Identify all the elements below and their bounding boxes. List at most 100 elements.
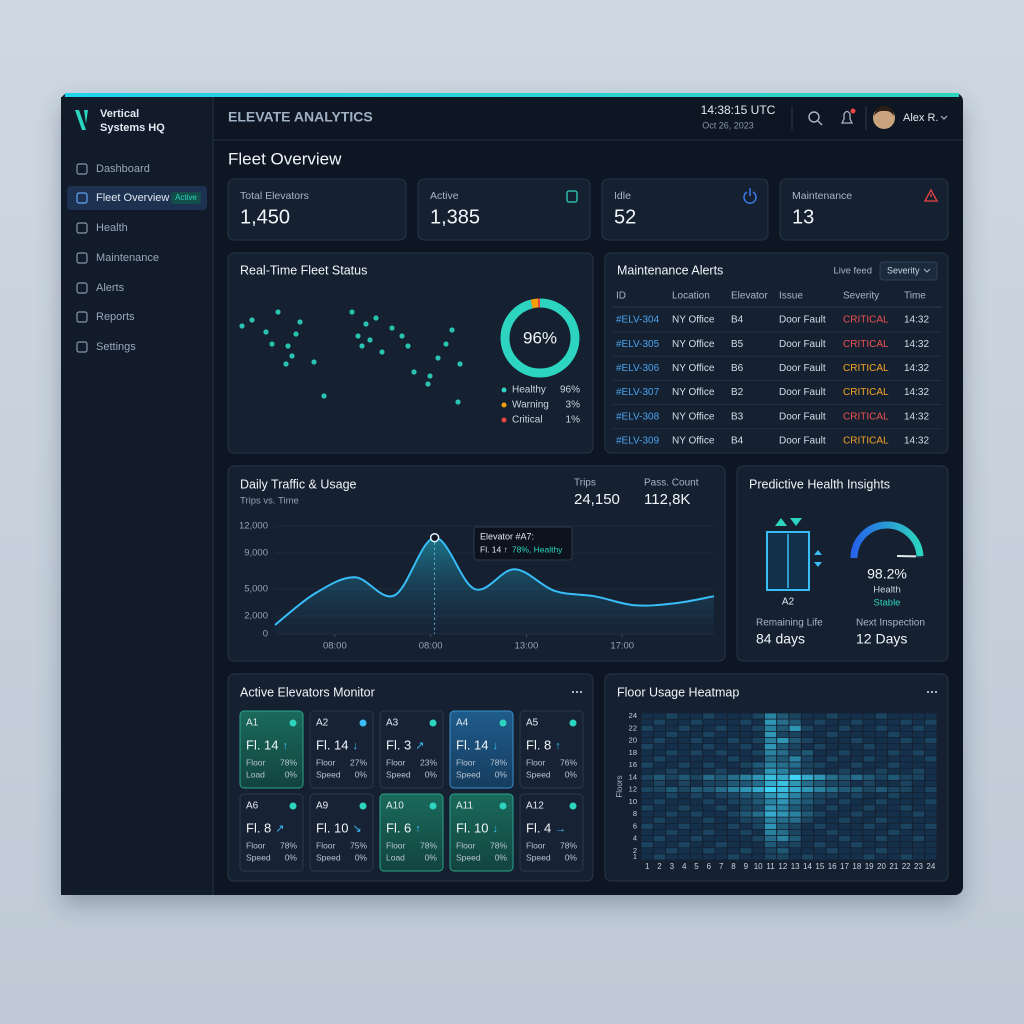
alert-id[interactable]: #ELV-305	[616, 339, 660, 350]
heatmap-cell	[727, 805, 740, 811]
heatmap-cell	[863, 793, 875, 799]
user-avatar[interactable]	[873, 107, 895, 129]
direction-arrow: ↓	[353, 740, 359, 752]
stat-label: Floor	[526, 757, 546, 767]
elevator-card[interactable]	[449, 710, 514, 789]
heatmap-cell	[875, 762, 888, 768]
stat-label: Floor	[456, 757, 476, 767]
user-avatar-hair	[874, 106, 894, 116]
elevator-id: A1	[246, 718, 259, 729]
nav-item[interactable]: Alerts	[96, 282, 125, 294]
metric-value: 12 Days	[856, 631, 907, 647]
heatmap-cell	[814, 780, 826, 787]
sidebar	[61, 97, 213, 895]
alert-id[interactable]: #ELV-307	[616, 387, 660, 398]
heatmap-cell	[826, 793, 838, 799]
nav-item[interactable]: Reports	[96, 311, 135, 323]
nav-item[interactable]: Fleet Overview	[96, 192, 169, 204]
heatmap-cell	[715, 737, 727, 744]
heatmap-cell	[666, 835, 678, 842]
nav-item[interactable]: Settings	[96, 341, 136, 353]
user-name[interactable]: Alex R.	[903, 112, 938, 124]
notification-bell[interactable]	[840, 110, 854, 124]
elevator-card[interactable]	[519, 710, 584, 789]
direction-arrow: ↑	[555, 740, 561, 752]
map-site	[263, 329, 269, 335]
kpi-card	[227, 178, 407, 241]
map-site	[405, 343, 411, 349]
alert-id[interactable]: #ELV-304	[616, 315, 660, 326]
heatmap-cell	[801, 848, 814, 854]
alert-id[interactable]: #ELV-306	[616, 363, 660, 374]
heatmap-cell	[789, 780, 801, 787]
elevator-card[interactable]	[449, 793, 514, 872]
heatmap-cell	[653, 756, 666, 762]
kpi-value: 1,450	[240, 206, 290, 228]
elevator-card[interactable]	[519, 793, 584, 872]
x-tick-label: 7	[719, 862, 724, 871]
alert-id[interactable]: #ELV-309	[616, 436, 660, 447]
heatmap-cell	[678, 756, 690, 762]
heatmap-cell	[888, 817, 900, 823]
heatmap-cell	[740, 823, 752, 829]
alert-id[interactable]: #ELV-308	[616, 411, 660, 422]
heatmap-cell	[703, 835, 715, 842]
heatmap-cell	[900, 768, 912, 774]
y-tick-label: 5,000	[244, 584, 268, 595]
alert-time: 14:32	[904, 363, 929, 374]
heatmap-cell	[727, 731, 740, 738]
heatmap-cell	[703, 823, 715, 829]
heatmap-cell	[752, 731, 764, 738]
heatmap-cell	[690, 817, 703, 823]
elevator-card[interactable]	[379, 793, 444, 872]
heatmap-cell	[653, 780, 666, 787]
heatmap-cell	[715, 768, 727, 774]
heatmap-cell	[678, 805, 690, 811]
elevator-card[interactable]	[239, 710, 304, 789]
x-tick-label: 17	[840, 862, 849, 871]
heatmap-cell	[690, 842, 703, 848]
elevator-card[interactable]	[379, 710, 444, 789]
alert-elevator: B6	[731, 363, 744, 374]
nav-item[interactable]: Health	[96, 222, 128, 234]
heatmap-cell	[801, 762, 814, 768]
heatmap-cell	[912, 799, 925, 805]
nav-item[interactable]: Dashboard	[96, 163, 150, 175]
heatmap-cell	[690, 756, 703, 762]
heatmap-cell	[925, 774, 937, 780]
x-tick-label: 13:00	[515, 641, 539, 652]
heatmap-cell	[814, 750, 826, 756]
x-tick-label: 08:00	[323, 641, 347, 652]
alert-issue: Door Fault	[779, 436, 826, 447]
clock-time: 14:38:15 UTC	[701, 103, 776, 117]
heatmap-cell	[777, 774, 789, 780]
heatmap-cell	[789, 793, 801, 799]
heatmap-cell	[875, 780, 888, 787]
heatmap-cell	[888, 731, 900, 738]
nav-icon	[76, 341, 88, 353]
stat-label: Floor	[526, 840, 546, 850]
heatmap-cell	[826, 786, 838, 793]
y-tick-label: 22	[629, 723, 637, 732]
user-menu-chevron[interactable]	[940, 115, 948, 120]
heatmap-cell	[826, 811, 838, 817]
brand-logo	[75, 110, 88, 130]
heatmap-cell	[838, 793, 851, 799]
search-icon[interactable]	[808, 111, 820, 123]
y-tick-label: 2	[633, 846, 637, 855]
heatmap-cell	[641, 731, 653, 738]
direction-arrow: →	[555, 823, 566, 835]
elevator-card[interactable]	[309, 710, 374, 789]
elevator-card[interactable]	[309, 793, 374, 872]
stat-value: 0%	[425, 852, 438, 862]
nav-item[interactable]: Maintenance	[96, 252, 159, 264]
heatmap-cell	[838, 817, 851, 823]
heatmap-cell	[888, 713, 900, 719]
heatmap-cell	[863, 768, 875, 774]
severity-filter[interactable]	[879, 261, 938, 281]
alert-severity: CRITICAL	[843, 339, 889, 350]
panel-title: Daily Traffic & Usage	[240, 477, 357, 491]
elevator-card[interactable]	[239, 793, 304, 872]
heatmap-cell	[851, 793, 863, 799]
